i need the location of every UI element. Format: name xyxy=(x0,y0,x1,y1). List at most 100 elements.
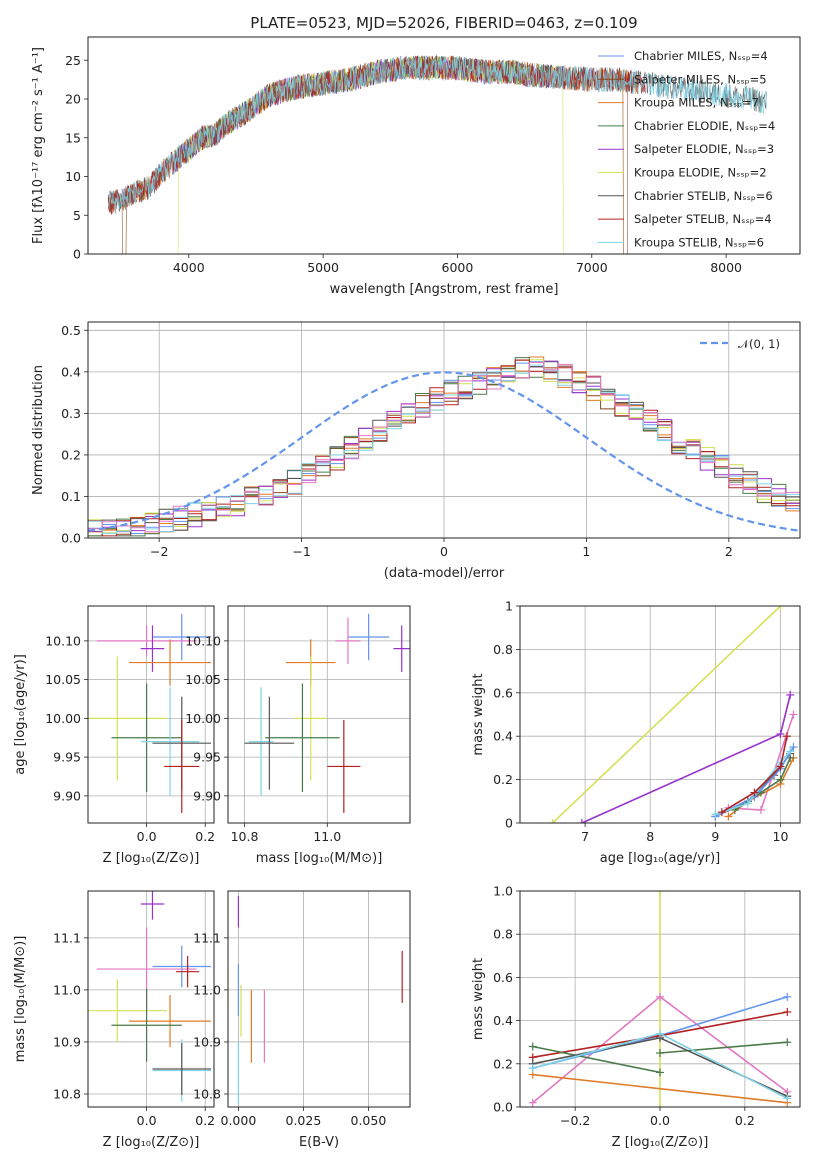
x-tick-label: −2 xyxy=(150,544,168,559)
y-tick-label: 9.95 xyxy=(193,750,221,765)
errorbar-point xyxy=(111,683,182,792)
y-tick-label: 25 xyxy=(65,53,81,68)
errorbar-point xyxy=(88,979,168,1042)
errorbar-point xyxy=(140,687,200,796)
x-tick-label: 10.8 xyxy=(231,829,259,844)
plot-area xyxy=(244,613,410,813)
errorbar-point xyxy=(96,625,197,657)
y-tick-label: 11.0 xyxy=(193,982,221,997)
x-tick-label: 0.025 xyxy=(286,1113,322,1128)
plot-area xyxy=(88,613,212,813)
legend-entry: Kroupa STELIB, Nₛₛₚ=6 xyxy=(634,235,764,249)
y-tick-label: 1 xyxy=(505,599,513,614)
x-tick-label: 0.000 xyxy=(221,1113,257,1128)
errorbar-point xyxy=(129,995,212,1048)
x-tick-label: 0.0 xyxy=(137,829,157,844)
errorbar-point xyxy=(111,988,182,1062)
mass-weight-series xyxy=(659,1041,788,1054)
y-tick-label: 10 xyxy=(65,169,81,184)
y-tick-label: 0 xyxy=(73,247,81,262)
axes-frame xyxy=(87,605,215,824)
mass-weight-series xyxy=(532,1073,788,1104)
x-axis-label: (data-model)/error xyxy=(384,566,505,581)
plot-area xyxy=(528,891,792,1107)
y-tick-label: 11.0 xyxy=(53,982,81,997)
axes-frame xyxy=(87,321,801,539)
x-tick-label: 0 xyxy=(440,544,448,559)
legend-entry: Salpeter MILES, Nₛₛₚ=5 xyxy=(634,72,767,86)
mass-weight-series xyxy=(715,750,791,816)
x-tick-label: 7 xyxy=(581,829,589,844)
panel-6: 0.0 0.2 10.8 10.9 11.0 11.1 Z [log₁₀(Z/Z⊙)] mas… xyxy=(13,890,215,1150)
axes-frame xyxy=(519,890,801,1108)
x-tick-label: 7000 xyxy=(576,260,608,275)
y-axis-label: Flux [fλ10⁻¹⁷ erg cm⁻² s⁻¹ A⁻¹] xyxy=(31,47,46,244)
y-axis-label: Normed distribution xyxy=(31,365,46,495)
panel-3: 0.0 0.2 9.90 9.95 10.00 10.05 10.10 Z [log₁₀(Z/… xyxy=(13,605,215,866)
panel-4: 10.8 11.0 9.90 9.95 10.00 10.05 10.10 mass [log… xyxy=(185,605,411,866)
errorbar-point xyxy=(164,719,200,813)
mass-weight-series xyxy=(721,736,788,813)
errorbar-point xyxy=(152,1042,212,1096)
x-tick-label: 9 xyxy=(711,829,719,844)
panel-8: −0.2 0.0 0.2 0.0 0.2 0.4 0.6 0.8 1.0 Z [log₁₀(Z/Z… xyxy=(471,884,801,1150)
mass-weight-series xyxy=(581,694,791,823)
axes-frame xyxy=(227,605,411,824)
legend-entry: Salpeter STELIB, Nₛₛₚ=4 xyxy=(634,212,772,226)
y-tick-label: 0.6 xyxy=(493,970,513,985)
y-tick-label: 0.2 xyxy=(493,772,513,787)
y-tick-label: 0.0 xyxy=(61,531,81,546)
x-tick-label: 6000 xyxy=(442,260,474,275)
x-tick-label: 0.2 xyxy=(195,829,215,844)
x-tick-label: 5000 xyxy=(307,260,339,275)
y-tick-label: 10.00 xyxy=(45,711,81,726)
mass-weight-series xyxy=(552,606,782,823)
x-tick-label: 0.0 xyxy=(650,1113,670,1128)
legend-entry: Salpeter ELODIE, Nₛₛₚ=3 xyxy=(634,142,774,156)
axes-frame xyxy=(87,36,801,255)
plot-area xyxy=(107,54,767,254)
legend-entry: Chabrier STELIB, Nₛₛₚ=6 xyxy=(634,189,773,203)
axes-frame xyxy=(87,890,215,1108)
histogram-series xyxy=(88,362,800,533)
x-tick-label: 1 xyxy=(582,544,590,559)
errorbar-point xyxy=(393,625,410,672)
y-tick-label: 0.6 xyxy=(493,685,513,700)
chart-title: PLATE=0523, MJD=52026, FIBERID=0463, z=0… xyxy=(250,14,637,32)
x-tick-label: −0.2 xyxy=(560,1113,590,1128)
x-axis-label: E(B-V) xyxy=(299,1135,339,1150)
y-tick-label: 9.90 xyxy=(53,788,81,803)
y-axis-label: mass weight xyxy=(471,958,486,1040)
errorbar-point xyxy=(244,696,295,790)
panel-2: −2 −1 0 1 2 0.0 0.1 0.2 0.3 0.4 0.5 (data-model)/er… xyxy=(31,321,801,581)
x-tick-label: 2 xyxy=(725,544,733,559)
y-tick-label: 0.0 xyxy=(493,1100,513,1115)
y-tick-label: 0 xyxy=(505,816,513,831)
mass-weight-series xyxy=(532,1045,661,1074)
x-tick-label: 0.0 xyxy=(137,1113,157,1128)
errorbar-point xyxy=(335,617,361,665)
errorbar-point xyxy=(327,719,361,813)
axes-frame xyxy=(519,605,801,824)
y-tick-label: 15 xyxy=(65,130,81,145)
y-tick-label: 10.8 xyxy=(53,1086,81,1101)
errorbar-point xyxy=(347,613,390,661)
panel-5: 7 8 9 10 0 0.2 0.4 0.6 0.8 1 age [log₁₀(age/yr)] ma… xyxy=(471,599,801,866)
x-axis-label: mass [log₁₀(M/M⊙)] xyxy=(256,851,383,866)
y-tick-label: 0.2 xyxy=(493,1056,513,1071)
errorbar-point xyxy=(294,656,328,781)
y-tick-label: 10.00 xyxy=(185,711,221,726)
y-tick-label: 0.8 xyxy=(493,642,513,657)
x-axis-label: wavelength [Angstrom, rest frame] xyxy=(330,282,559,297)
y-tick-label: 0.1 xyxy=(61,489,81,504)
plot-area xyxy=(88,891,212,1102)
x-axis-label: Z [log₁₀(Z/Z⊙)] xyxy=(103,851,200,866)
y-tick-label: 9.95 xyxy=(53,750,81,765)
y-tick-label: 10.9 xyxy=(193,1034,221,1049)
panel-7: 0.000 0.025 0.050 10.8 10.9 11.0 11.1 E(B-V) xyxy=(193,890,411,1150)
y-axis-label: mass weight xyxy=(471,673,486,755)
x-tick-label: 10 xyxy=(773,829,789,844)
y-axis-label: mass [log₁₀(M/M⊙)] xyxy=(13,936,28,1063)
errorbar-point xyxy=(152,613,212,661)
